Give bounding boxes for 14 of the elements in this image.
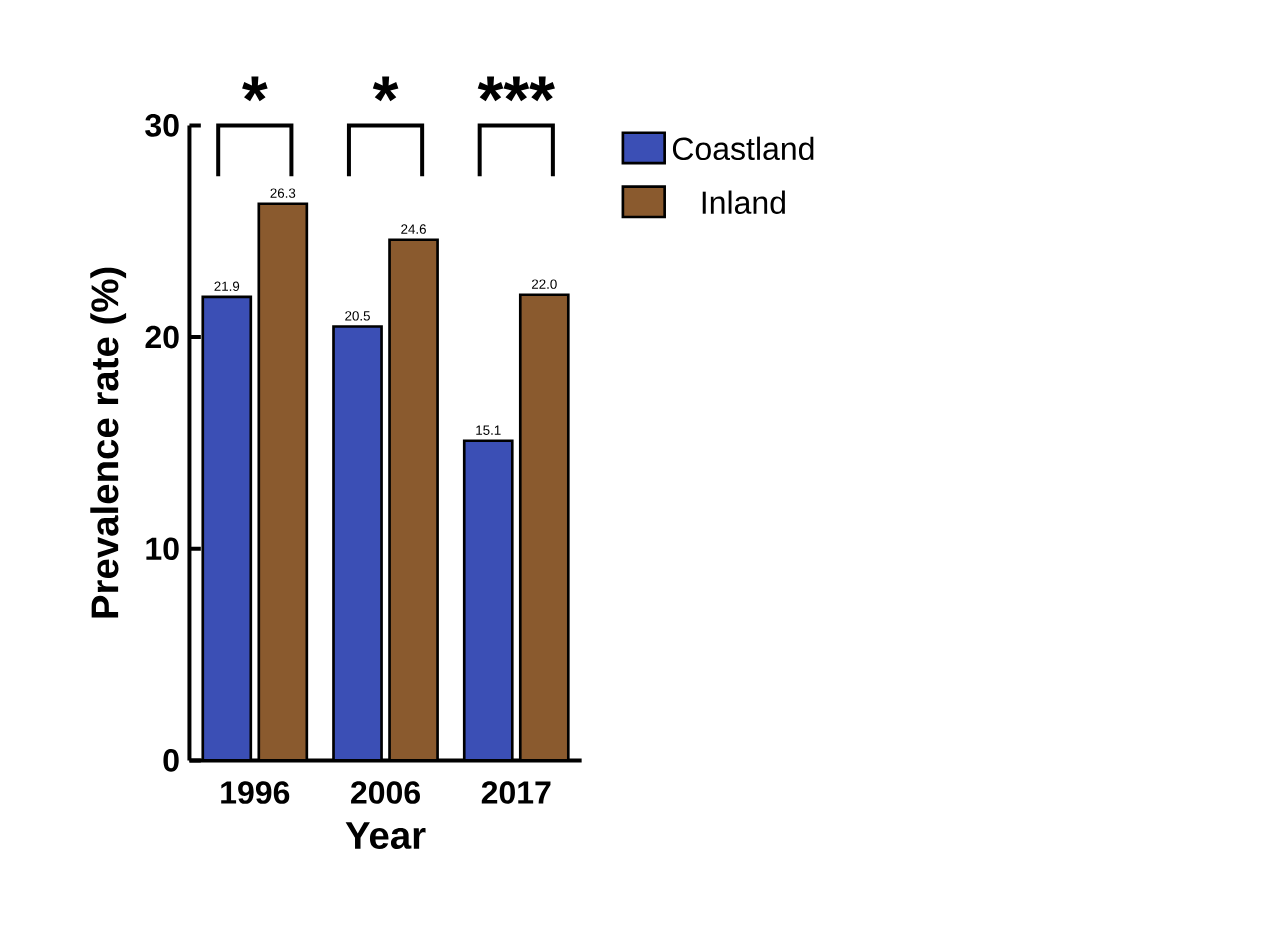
text: *** (477, 76, 555, 101)
y-tick-label: 20 (145, 325, 179, 349)
x-tick-label: 2006 (351, 780, 420, 804)
legend-label: Coastland (672, 136, 814, 160)
legend-label: Inland (702, 190, 785, 214)
x-axis-title: Year (345, 821, 426, 849)
x-tick-label: 2017 (481, 780, 551, 804)
y-tick-label: 0 (163, 748, 179, 772)
y-tick-label: 30 (145, 113, 179, 137)
y-tick-label: 10 (146, 537, 179, 560)
y-axis-title: Prevalence rate (%) (90, 267, 127, 618)
text: * (242, 76, 268, 101)
x-tick-label: 1996 (221, 780, 290, 804)
text: * (372, 76, 399, 101)
